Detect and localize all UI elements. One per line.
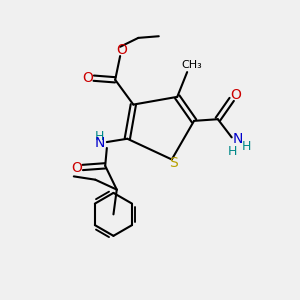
Text: H: H [242,140,251,153]
Text: CH₃: CH₃ [182,60,202,70]
Text: H: H [228,145,237,158]
Text: O: O [230,88,241,102]
Text: N: N [94,136,105,150]
Text: H: H [95,130,104,142]
Text: O: O [116,43,127,57]
Text: O: O [82,70,93,85]
Text: S: S [169,156,178,170]
Text: O: O [71,161,82,175]
Text: N: N [232,132,243,146]
